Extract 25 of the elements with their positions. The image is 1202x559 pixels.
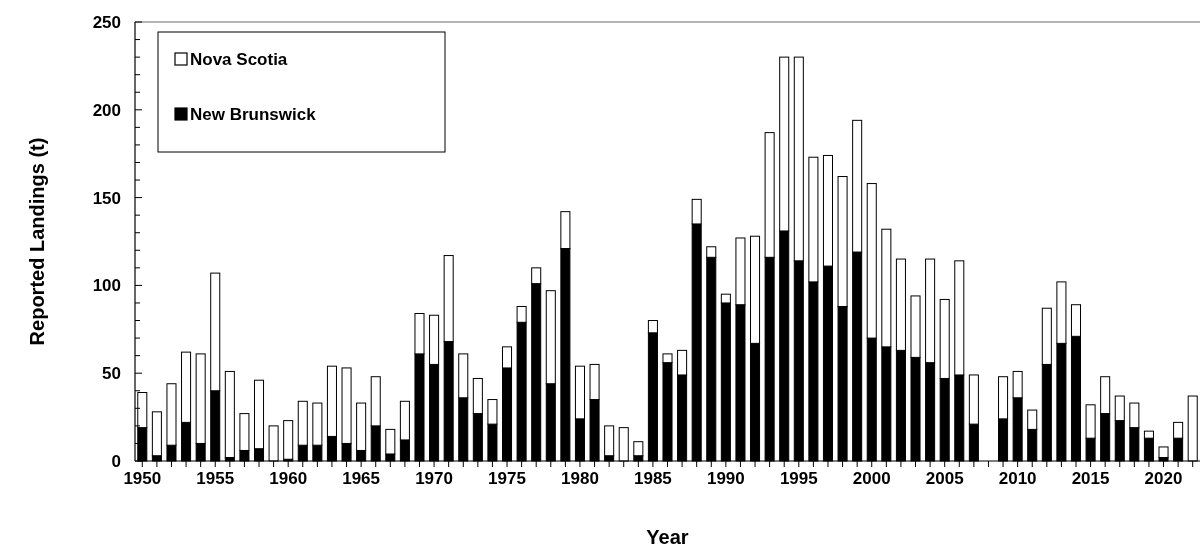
y-tick-label: 250: [92, 12, 121, 32]
y-tick-label: 150: [92, 188, 121, 208]
y-tick-label: 100: [92, 276, 121, 296]
y-axis-title: Reported Landings (t): [26, 137, 48, 346]
x-axis-title: Year: [646, 526, 689, 548]
y-tick-label: 0: [111, 451, 121, 471]
legend-label: New Brunswick: [190, 104, 317, 124]
x-tick-label: 1970: [415, 469, 453, 488]
x-tick-label: 1985: [634, 469, 672, 488]
x-tick-label: 1960: [269, 469, 308, 488]
x-tick-label: 1995: [779, 469, 818, 488]
x-tick-label: 2005: [925, 469, 964, 488]
x-tick-label: 1975: [488, 469, 526, 488]
legend-label: Nova Scotia: [190, 49, 288, 69]
x-tick-label: 1955: [196, 469, 235, 488]
x-tick-label: 2020: [1144, 469, 1183, 488]
y-tick-label: 50: [102, 364, 121, 384]
x-tick-label: 1950: [123, 469, 162, 488]
x-tick-label: 2000: [852, 469, 891, 488]
x-tick-label: 1965: [342, 469, 381, 488]
x-tick-label: 2010: [998, 469, 1037, 488]
y-tick-label: 200: [92, 100, 121, 120]
x-tick-label: 1980: [561, 469, 599, 488]
x-tick-label: 2015: [1071, 469, 1110, 488]
x-tick-label: 1990: [706, 469, 745, 488]
